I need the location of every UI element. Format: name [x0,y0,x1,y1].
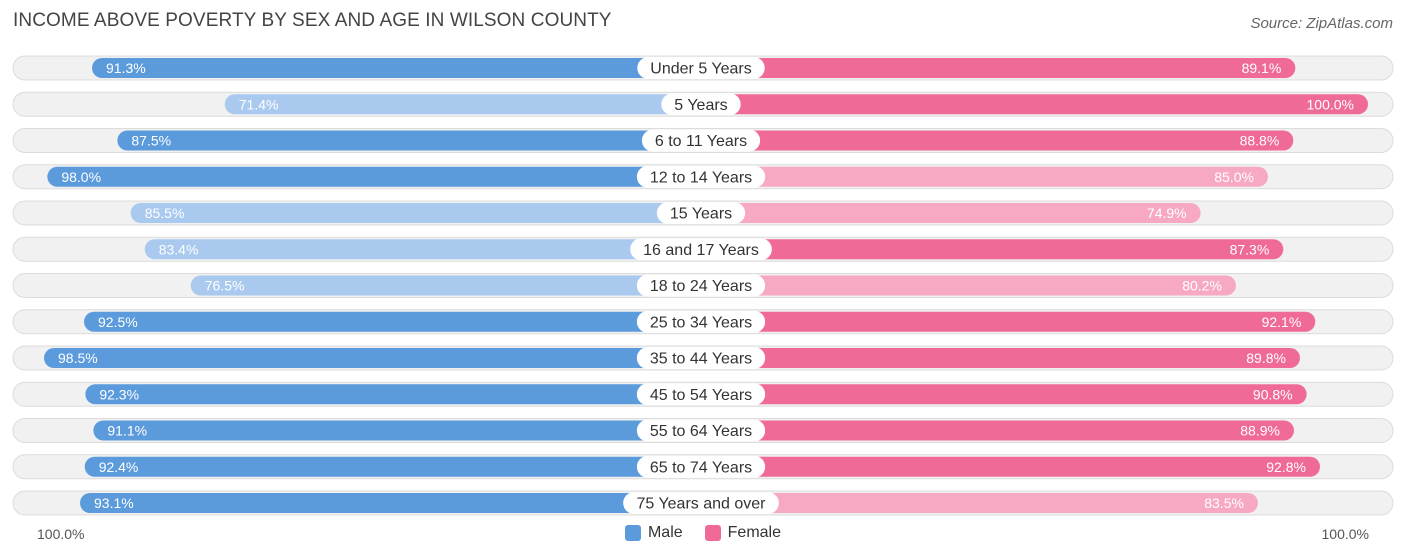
category-pill [637,57,765,79]
female-value-label: 89.1% [1242,60,1282,76]
female-bar [701,420,1294,441]
female-bar [701,456,1320,477]
axis-right-label: 100.0% [1321,526,1369,542]
chart-title: INCOME ABOVE POVERTY BY SEX AND AGE IN W… [13,10,612,31]
category-pill [636,455,766,478]
male-bar [80,493,701,513]
male-value-label: 93.1% [94,495,134,511]
legend-swatch-female [704,525,721,541]
male-bar [93,420,702,441]
category-label: Under 5 Years [650,61,751,78]
female-bar [701,384,1307,405]
category-pill [656,202,746,224]
category-pill [636,383,766,406]
female-bar [701,311,1316,332]
male-bar [190,275,701,296]
female-value-label: 90.8% [1253,386,1293,402]
female-bar [701,94,1368,115]
female-value-label: 80.2% [1182,278,1222,294]
male-value-label: 91.1% [107,423,147,439]
category-pill [636,310,766,333]
male-value-label: 92.5% [98,314,138,330]
female-value-label: 85.0% [1214,169,1254,185]
female-bar [701,493,1258,513]
category-label: 45 to 54 Years [650,387,752,404]
male-bar [84,456,701,477]
category-pill [641,129,761,152]
category-label: 5 Years [674,97,727,114]
female-value-label: 83.5% [1204,495,1244,511]
legend-item-male: Male [624,524,683,542]
category-label: 15 Years [670,206,732,223]
female-bar [701,275,1236,296]
male-bar [84,311,701,332]
female-bar [701,166,1268,187]
female-bar [701,130,1294,151]
source-credit: Source: ZipAtlas.com [1250,15,1393,32]
male-bar [44,348,701,368]
legend: Male Female [0,524,1406,542]
category-pill [636,165,766,188]
male-value-label: 76.5% [205,278,245,294]
female-bar [701,58,1296,78]
category-label: 55 to 64 Years [650,423,752,440]
category-pill [636,347,766,369]
male-value-label: 92.4% [99,459,139,475]
male-bar [224,94,701,115]
category-pill [636,274,766,297]
female-value-label: 88.8% [1240,133,1280,149]
male-bar [92,58,702,78]
male-value-label: 87.5% [131,133,171,149]
category-pill [636,419,766,442]
category-label: 12 to 14 Years [650,169,752,186]
male-value-label: 92.3% [99,386,139,402]
male-value-label: 83.4% [159,241,199,257]
category-label: 75 Years and over [637,496,767,513]
male-bar [85,384,701,405]
category-label: 65 to 74 Years [650,459,752,476]
legend-label-female: Female [727,524,782,541]
male-bar [117,130,701,151]
male-value-label: 71.4% [239,96,279,112]
male-value-label: 98.5% [58,350,98,366]
male-bar [130,203,702,223]
female-value-label: 100.0% [1307,96,1354,112]
female-value-label: 87.3% [1230,241,1270,257]
male-value-label: 98.0% [61,169,101,185]
male-value-label: 85.5% [145,205,185,221]
female-bar [701,239,1284,260]
legend-swatch-male [624,525,641,541]
female-value-label: 88.9% [1240,423,1280,439]
female-value-label: 92.8% [1266,459,1306,475]
category-label: 6 to 11 Years [655,133,747,150]
female-bar [701,348,1300,368]
male-bar [47,166,701,187]
category-pill [630,238,772,261]
female-value-label: 74.9% [1147,205,1187,221]
legend-item-female: Female [704,524,782,542]
male-bar [144,239,702,260]
category-label: 18 to 24 Years [650,278,752,295]
diverging-bar-chart: 91.3% 89.1% Under 5 Years 71.4% 100.0% 5 Year… [12,55,1394,516]
female-value-label: 92.1% [1262,314,1302,330]
axis-left-label: 100.0% [37,526,85,542]
category-pill [661,93,741,116]
category-label: 35 to 44 Years [650,351,752,368]
category-label: 25 to 34 Years [650,314,752,331]
category-label: 16 and 17 Years [643,242,759,259]
female-bar [701,203,1201,223]
legend-label-male: Male [647,524,683,541]
female-value-label: 89.8% [1246,350,1286,366]
category-pill [623,492,779,514]
male-value-label: 91.3% [106,60,146,76]
